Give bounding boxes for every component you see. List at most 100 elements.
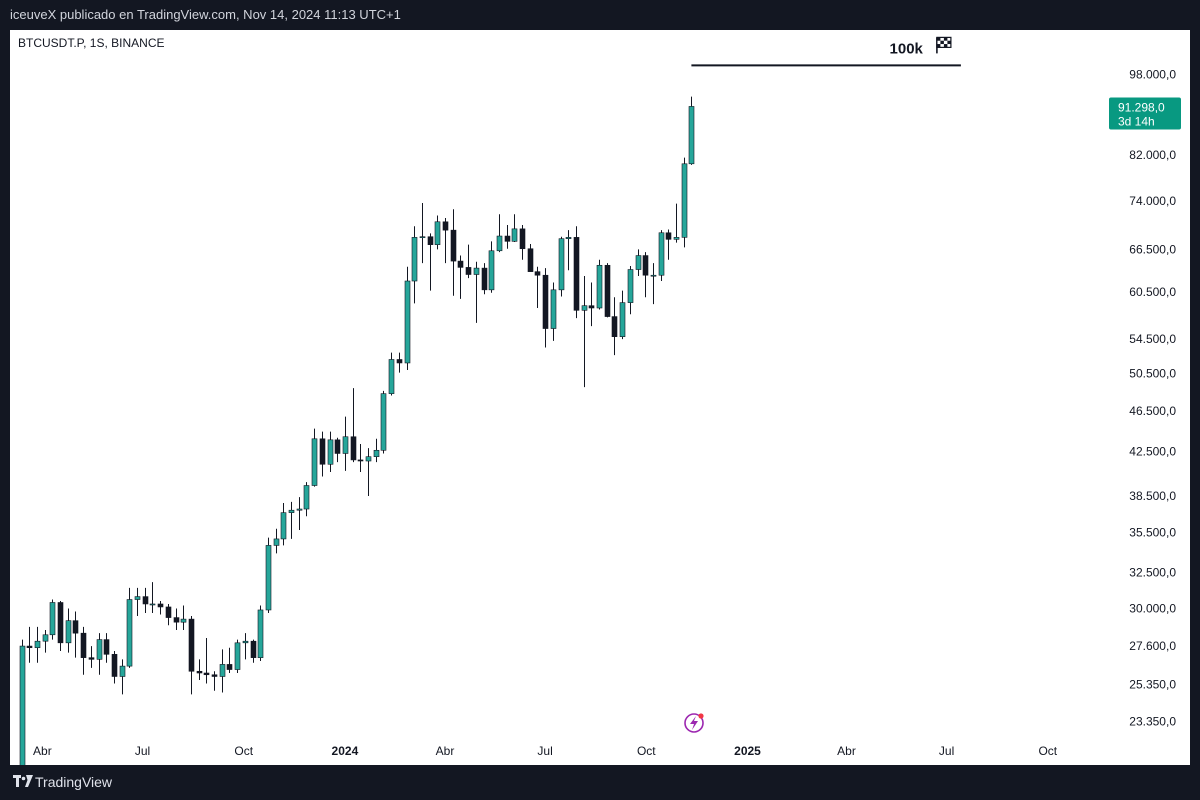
candle[interactable] [396, 352, 403, 373]
candle[interactable] [496, 214, 503, 253]
candle[interactable] [481, 263, 488, 295]
last-price-badge: 91.298,03d 14h [1109, 97, 1181, 130]
candle[interactable] [226, 647, 233, 674]
candle[interactable] [80, 626, 87, 675]
candle[interactable] [573, 226, 580, 319]
candle[interactable] [288, 501, 295, 539]
candle[interactable] [211, 671, 218, 691]
x-tick-label: Abr [33, 744, 52, 758]
candle[interactable] [280, 503, 287, 546]
candle[interactable] [273, 528, 280, 554]
candle[interactable] [134, 587, 141, 617]
candle[interactable] [565, 230, 572, 271]
candle[interactable] [596, 259, 603, 310]
candle[interactable] [504, 224, 511, 249]
candle[interactable] [442, 217, 449, 264]
candle[interactable] [334, 437, 341, 463]
candle[interactable] [319, 431, 326, 477]
candle[interactable] [558, 236, 565, 297]
candle[interactable] [126, 587, 133, 668]
candle[interactable] [119, 659, 126, 695]
candle[interactable] [303, 482, 310, 517]
candle[interactable] [488, 241, 495, 293]
candle[interactable] [296, 497, 303, 530]
candle[interactable] [111, 651, 118, 684]
candle[interactable] [65, 608, 72, 653]
candle[interactable] [688, 96, 695, 165]
candle[interactable] [219, 649, 226, 693]
candle[interactable] [265, 537, 272, 613]
candle[interactable] [419, 203, 426, 264]
candle[interactable] [203, 637, 210, 684]
candle[interactable] [434, 215, 441, 250]
candle[interactable] [180, 605, 187, 631]
candle[interactable] [619, 290, 626, 340]
candle[interactable] [49, 599, 56, 640]
candle[interactable] [57, 601, 64, 652]
candle[interactable] [196, 659, 203, 681]
candle[interactable] [19, 639, 26, 765]
candle-body [280, 512, 287, 540]
candle[interactable] [96, 633, 103, 675]
candle[interactable] [450, 209, 457, 296]
candle[interactable] [650, 263, 657, 305]
candle[interactable] [457, 255, 464, 299]
candle[interactable] [380, 390, 387, 454]
candle[interactable] [665, 229, 672, 260]
candle[interactable] [635, 249, 642, 276]
candle[interactable] [234, 639, 241, 674]
candle[interactable] [242, 633, 249, 660]
candle[interactable] [604, 263, 611, 318]
candle[interactable] [165, 603, 172, 626]
candle-body [542, 274, 549, 329]
candle[interactable] [627, 265, 634, 315]
candle[interactable] [149, 582, 156, 613]
candle[interactable] [611, 297, 618, 356]
lightning-event-icon[interactable] [684, 713, 704, 733]
candle[interactable] [142, 587, 149, 613]
candle[interactable] [542, 268, 549, 348]
candle[interactable] [327, 431, 334, 472]
candle[interactable] [550, 282, 557, 341]
candle[interactable] [34, 626, 41, 663]
candle[interactable] [388, 352, 395, 396]
candle[interactable] [342, 416, 349, 471]
candle[interactable] [311, 428, 318, 487]
candle[interactable] [519, 224, 526, 260]
price-chart[interactable]: 130.000,0120.000,0110.000,098.000,082.00… [10, 30, 1190, 765]
candle[interactable] [188, 616, 195, 695]
candle[interactable] [511, 214, 518, 243]
candle[interactable] [257, 605, 264, 662]
candle[interactable] [26, 626, 33, 663]
candle[interactable] [42, 630, 49, 653]
candle[interactable] [365, 448, 372, 496]
candle[interactable] [427, 233, 434, 291]
candle[interactable] [157, 601, 164, 615]
candle[interactable] [534, 266, 541, 308]
candle[interactable] [527, 244, 534, 272]
candle[interactable] [581, 275, 588, 388]
candle[interactable] [350, 388, 357, 463]
candle-body [257, 609, 264, 658]
candle[interactable] [357, 443, 364, 472]
candle[interactable] [673, 203, 680, 243]
candle[interactable] [103, 633, 110, 663]
target-annotation[interactable]: 100k [691, 36, 961, 67]
candle[interactable] [404, 266, 411, 370]
candle[interactable] [658, 230, 665, 282]
candle[interactable] [173, 608, 180, 631]
candle[interactable] [411, 226, 418, 304]
candle[interactable] [465, 244, 472, 279]
candle-body [596, 264, 603, 309]
chart-panel[interactable]: 130.000,0120.000,0110.000,098.000,082.00… [10, 30, 1190, 765]
candle[interactable] [250, 639, 257, 663]
candle[interactable] [88, 646, 95, 668]
x-tick-label: 2025 [734, 744, 761, 758]
candle[interactable] [681, 157, 688, 248]
candle[interactable] [373, 438, 380, 463]
candle[interactable] [72, 611, 79, 658]
candle[interactable] [588, 282, 595, 327]
candle-body [573, 237, 580, 311]
candle[interactable] [473, 261, 480, 323]
candle[interactable] [642, 252, 649, 298]
